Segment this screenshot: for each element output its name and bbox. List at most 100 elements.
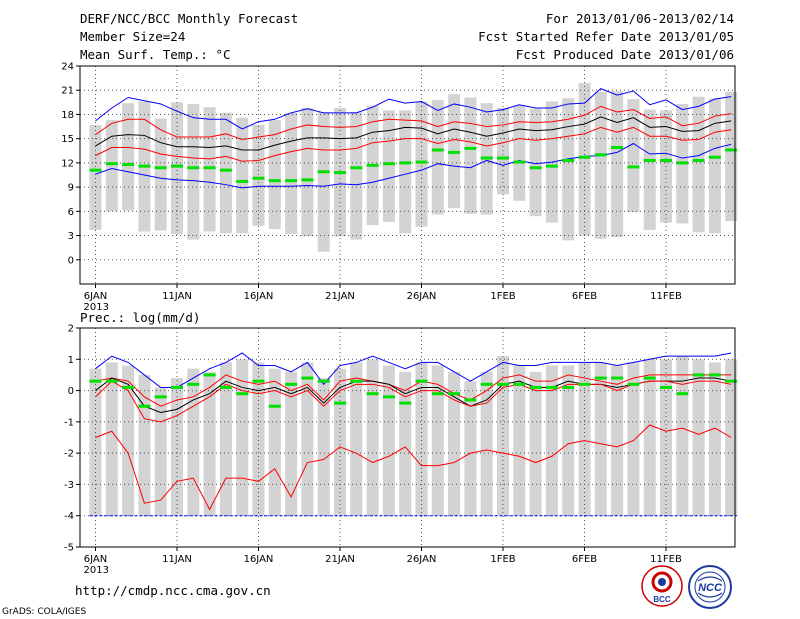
prec-green-mark — [708, 373, 721, 377]
temp-green-mark — [203, 166, 216, 170]
prec-bar — [122, 365, 135, 516]
prec-green-mark — [578, 382, 591, 386]
temp-ytick-label: 0 — [68, 255, 74, 266]
prec-green-mark — [105, 379, 118, 383]
temp-green-mark — [105, 162, 118, 166]
prec-xtick-label: 21JAN — [325, 554, 355, 565]
prec-xtick-label: 11FEB — [650, 554, 682, 565]
temp-xtick-label: 26JAN — [407, 291, 437, 302]
temp-green-mark — [545, 164, 558, 168]
temp-grid — [80, 66, 735, 284]
temp-green-mark — [643, 158, 656, 162]
prec-green-mark — [660, 385, 672, 389]
temp-bar — [154, 118, 167, 231]
prec-green-mark — [171, 385, 183, 389]
prec-green-mark — [594, 376, 607, 380]
forecast-started-date: Fcst Started Refer Date 2013/01/05 — [478, 29, 734, 44]
prec-bar — [676, 356, 689, 516]
temp-xtick-label: 11JAN — [162, 291, 192, 302]
prec-bar — [545, 365, 558, 516]
temp-bar — [431, 99, 444, 215]
prec-green-mark — [627, 382, 640, 386]
temp-bar — [317, 112, 330, 252]
temp-bar — [187, 103, 200, 240]
prec-xtick-label: 16JAN — [244, 554, 274, 565]
temp-xtick-label: 6JAN — [84, 291, 107, 302]
prec-ytick-label: -4 — [64, 511, 74, 522]
temp-ytick-label: 15 — [61, 134, 74, 145]
prec-green-mark — [285, 382, 298, 386]
temp-bar — [105, 120, 118, 212]
prec-bar — [203, 371, 216, 516]
prec-green-mark — [643, 376, 656, 380]
temp-series-mean — [95, 116, 732, 151]
prec-ytick-label: -3 — [64, 480, 74, 491]
temp-green-mark — [317, 170, 330, 174]
precip-label: Prec.: log(mm/d) — [80, 310, 201, 325]
temp-green-mark — [252, 176, 265, 180]
prec-bar — [366, 359, 379, 516]
temp-green-marks — [89, 146, 738, 183]
prec-bar — [497, 356, 509, 516]
temp-xtick-label: 1FEB — [490, 291, 515, 302]
prec-ytick-label: -1 — [64, 417, 74, 428]
prec-xtick-label: 11JAN — [162, 554, 192, 565]
prec-green-mark — [334, 401, 346, 405]
prec-xtick-label: 6FEB — [572, 554, 597, 565]
grads-credit: GrADS: COLA/IGES — [2, 607, 87, 617]
prec-bar — [692, 359, 705, 516]
temp-bar — [725, 91, 738, 222]
prec-bar — [187, 368, 200, 516]
prec-green-mark — [725, 379, 738, 383]
prec-ytick-label: -5 — [64, 543, 74, 554]
prec-bar — [708, 362, 721, 516]
temp-bar — [497, 107, 509, 195]
prec-ytick-label: -2 — [64, 449, 74, 460]
temp-bar — [89, 124, 102, 230]
prec-bar — [480, 371, 493, 516]
prec-green-mark — [219, 385, 232, 389]
temp-green-mark — [219, 168, 232, 172]
temp-bar — [529, 108, 542, 217]
prec-bar — [382, 365, 395, 516]
prec-green-mark — [203, 373, 216, 377]
temp-bar — [399, 110, 412, 234]
temp-bar — [627, 99, 640, 213]
temp-green-mark — [171, 164, 183, 168]
prec-green-mark — [464, 398, 477, 402]
temp-green-mark — [480, 156, 493, 160]
temp-green-mark — [187, 166, 200, 170]
prec-green-mark — [366, 392, 379, 396]
temp-bar — [219, 112, 232, 234]
source-url[interactable]: http://cmdp.ncc.cma.gov.cn — [75, 583, 271, 598]
temp-green-mark — [497, 156, 509, 160]
temp-green-mark — [89, 168, 102, 172]
prec-grid — [80, 328, 735, 547]
prec-green-marks — [89, 373, 738, 408]
prec-ytick-label: 0 — [68, 386, 74, 397]
prec-green-mark — [317, 379, 330, 383]
prec-green-mark — [399, 401, 412, 405]
prec-green-mark — [268, 404, 281, 408]
temp-green-mark — [692, 158, 705, 162]
temp-bars — [89, 82, 738, 252]
temp-series-upper — [95, 105, 732, 140]
prec-bar — [301, 362, 314, 516]
prec-series-mean — [95, 377, 732, 413]
temp-green-mark — [529, 166, 542, 170]
member-size: Member Size=24 — [80, 29, 186, 44]
temp-green-mark — [415, 160, 428, 164]
temp-bar — [578, 82, 591, 236]
temp-ytick-label: 6 — [68, 207, 74, 218]
temp-green-mark — [725, 148, 738, 152]
prec-bar — [415, 362, 428, 516]
temp-green-mark — [154, 166, 167, 170]
prec-year-label: 2013 — [84, 565, 109, 576]
temp-green-mark — [708, 155, 721, 159]
temp-ytick-label: 24 — [61, 62, 74, 73]
prec-green-mark — [545, 385, 558, 389]
temp-green-mark — [334, 171, 346, 175]
temp-bar — [268, 120, 281, 230]
prec-bar — [529, 371, 542, 516]
